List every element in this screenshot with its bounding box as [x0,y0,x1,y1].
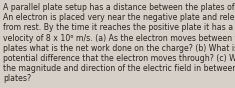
Text: An electron is placed very near the negative plate and released: An electron is placed very near the nega… [3,13,235,22]
Text: A parallel plate setup has a distance between the plates of 5 cm.: A parallel plate setup has a distance be… [3,3,235,12]
Text: from rest. By the time it reaches the positive plate it has a: from rest. By the time it reaches the po… [3,23,233,32]
Text: the magnitude and direction of the electric field in between the: the magnitude and direction of the elect… [3,64,235,73]
Text: plates?: plates? [3,74,31,83]
Text: plates what is the net work done on the charge? (b) What is the: plates what is the net work done on the … [3,44,235,53]
Text: potential difference that the electron moves through? (c) What is: potential difference that the electron m… [3,54,235,63]
Text: velocity of 8 x 10⁶ m/s. (a) As the electron moves between the: velocity of 8 x 10⁶ m/s. (a) As the elec… [3,34,235,43]
